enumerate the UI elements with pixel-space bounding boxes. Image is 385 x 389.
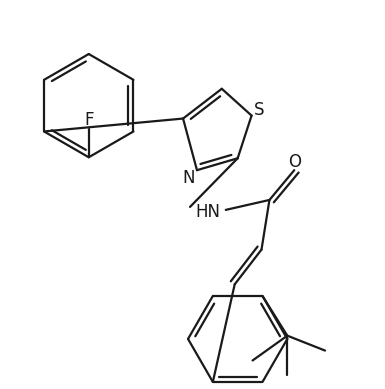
Text: N: N [183, 169, 195, 187]
Text: O: O [288, 153, 301, 171]
Text: S: S [254, 101, 265, 119]
Text: F: F [84, 110, 94, 128]
Text: HN: HN [196, 203, 220, 221]
